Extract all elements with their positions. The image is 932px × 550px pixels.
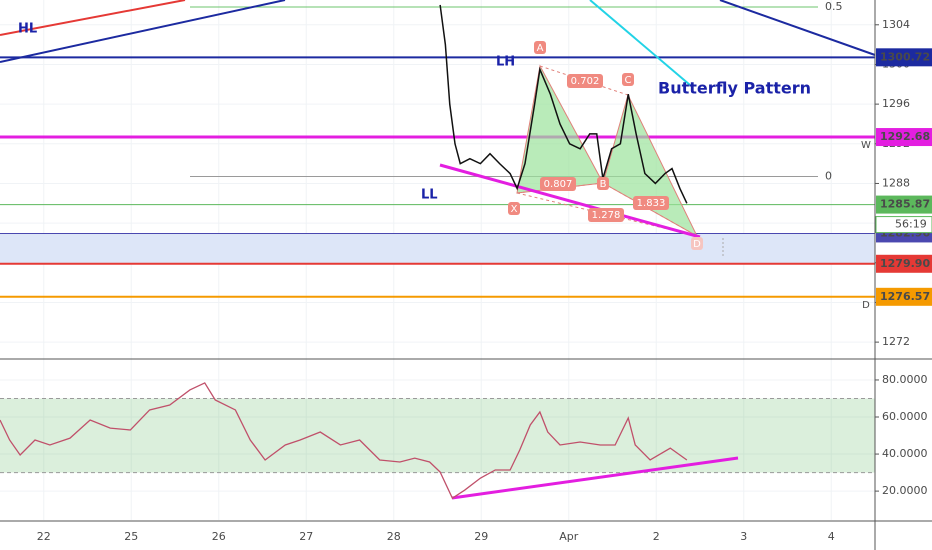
y-tick-label: 1296 bbox=[882, 97, 910, 110]
pattern-point-bg bbox=[508, 202, 520, 215]
pattern-ratio: 1.833 bbox=[637, 198, 666, 209]
level-tag-label: 1276.57 bbox=[880, 290, 930, 303]
label: LH bbox=[496, 55, 515, 70]
pattern-point: B bbox=[600, 179, 607, 190]
y-tick-label: 60.0000 bbox=[882, 410, 928, 423]
x-tick-label: 26 bbox=[212, 530, 226, 543]
level-tag-label: 1285.87 bbox=[880, 198, 930, 211]
ratio-bg bbox=[633, 196, 669, 210]
level-tag-label: 1292.68 bbox=[880, 130, 930, 143]
y-tick-label: 20.0000 bbox=[882, 484, 928, 497]
y-tick-label: 80.0000 bbox=[882, 373, 928, 386]
x-tick-label: 2 bbox=[653, 530, 660, 543]
pattern-ratio: 0.702 bbox=[571, 76, 600, 87]
trendline bbox=[439, 163, 701, 239]
x-tick-label: 25 bbox=[124, 530, 138, 543]
annotations: HL LH LL Butterfly Pattern X A B C D 0.7… bbox=[18, 22, 811, 250]
y-tick-label: 40.0000 bbox=[882, 447, 928, 460]
trendline bbox=[0, 0, 286, 63]
level-tag bbox=[876, 195, 932, 214]
ratio-bg bbox=[588, 208, 624, 222]
pattern-point: A bbox=[537, 43, 544, 54]
level-tag bbox=[876, 128, 932, 147]
ratio-bg bbox=[540, 177, 576, 191]
level-tag bbox=[876, 287, 932, 306]
data-layer bbox=[0, 4, 688, 500]
pattern-point-bg bbox=[691, 237, 703, 250]
trendline bbox=[589, 0, 691, 86]
level-side-label: D bbox=[862, 300, 870, 311]
x-tick-label: 3 bbox=[740, 530, 747, 543]
price-line bbox=[439, 4, 688, 204]
fib-label: 0 bbox=[825, 170, 832, 183]
pattern-point-bg bbox=[597, 177, 609, 190]
pattern-point-bg bbox=[622, 73, 634, 86]
zone bbox=[0, 233, 875, 264]
pattern-point-bg bbox=[534, 41, 546, 54]
drawings bbox=[0, 0, 876, 500]
pattern-ratio: 0.807 bbox=[544, 179, 573, 190]
level-tag bbox=[876, 48, 932, 67]
x-tick-label: 4 bbox=[828, 530, 835, 543]
countdown-tag bbox=[875, 216, 932, 234]
pattern-ratio: 1.278 bbox=[592, 210, 621, 221]
background-layer: 0.5 0 W D bbox=[0, 0, 875, 520]
rsi-line bbox=[0, 382, 688, 500]
pattern-title: Butterfly Pattern bbox=[658, 79, 811, 98]
price-axis-bg bbox=[875, 0, 932, 550]
label: LL bbox=[421, 188, 438, 203]
rsi-trendline bbox=[451, 456, 739, 500]
level-tag-label: 1279.90 bbox=[880, 257, 930, 270]
level-side-label: W bbox=[861, 140, 871, 151]
x-tick-label: Apr bbox=[559, 530, 579, 543]
pattern-point: D bbox=[693, 239, 701, 250]
rsi-band bbox=[0, 398, 875, 473]
pattern-point: X bbox=[511, 204, 518, 215]
y-tick-label: 1304 bbox=[882, 18, 910, 31]
y-tick-label: 1272 bbox=[882, 335, 910, 348]
x-tick-label: 22 bbox=[37, 530, 51, 543]
level-tag bbox=[876, 254, 932, 273]
x-tick-label: 29 bbox=[474, 530, 488, 543]
countdown: 56:19 bbox=[895, 218, 927, 231]
x-tick-label: 28 bbox=[387, 530, 401, 543]
ratio-bg bbox=[567, 74, 603, 88]
x-tick-label: 27 bbox=[299, 530, 313, 543]
trendline bbox=[719, 0, 876, 56]
pattern-point: C bbox=[625, 75, 632, 86]
level-tag-label: 1300.72 bbox=[880, 50, 930, 63]
time-axis-bg bbox=[0, 521, 932, 550]
y-tick-label: 1288 bbox=[882, 176, 910, 189]
trendline bbox=[0, 0, 186, 36]
fib-label: 0.5 bbox=[825, 0, 843, 13]
label: HL bbox=[18, 22, 37, 37]
